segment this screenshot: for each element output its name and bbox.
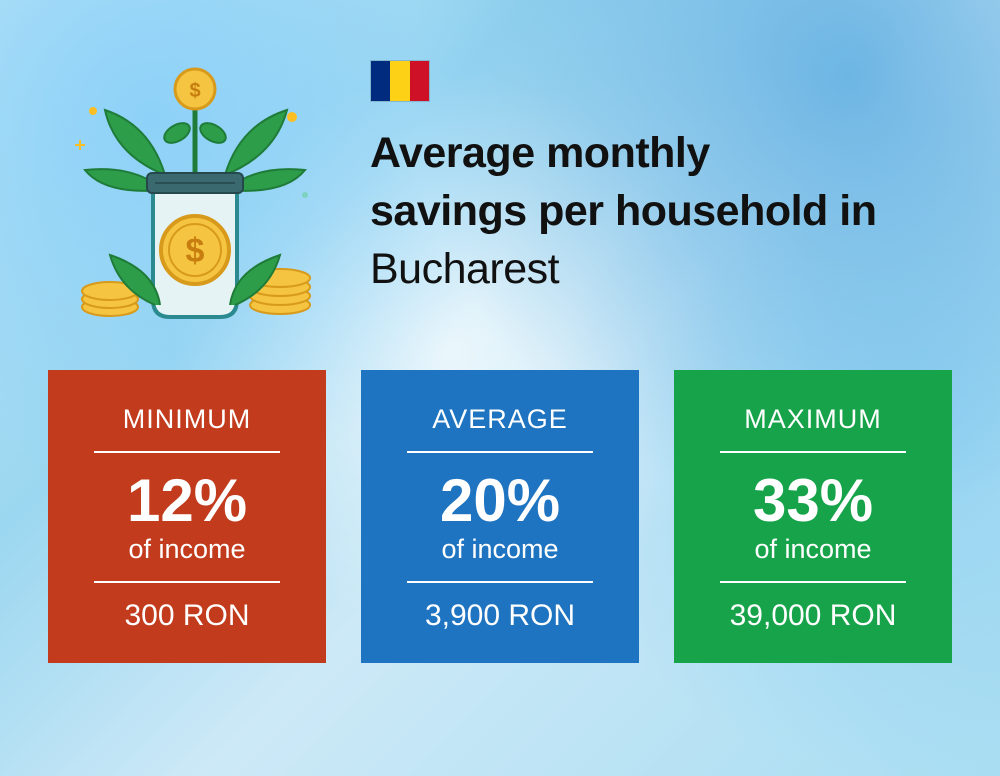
card-amount: 300 RON [72,599,302,633]
jar-svg: $ $ [55,55,335,335]
romania-flag-icon [370,60,430,102]
card-amount: 39,000 RON [698,599,928,633]
card-subtext: of income [72,534,302,565]
stat-card-minimum: MINIMUM 12% of income 300 RON [48,370,326,663]
divider [720,451,906,453]
flag-stripe-red [410,61,429,101]
card-percent: 33% [698,469,928,532]
savings-jar-illustration: $ $ [55,55,335,335]
header-region: $ $ Average monthly savings per hous [0,0,1000,335]
divider [407,581,593,583]
card-percent: 12% [72,469,302,532]
stat-card-maximum: MAXIMUM 33% of income 39,000 RON [674,370,952,663]
stat-card-average: AVERAGE 20% of income 3,900 RON [361,370,639,663]
card-subtext: of income [385,534,615,565]
card-label: MAXIMUM [698,404,928,435]
divider [407,451,593,453]
card-amount: 3,900 RON [385,599,615,633]
title-block: Average monthly savings per household in… [370,55,950,335]
stat-cards-row: MINIMUM 12% of income 300 RON AVERAGE 20… [0,335,1000,663]
flag-stripe-yellow [390,61,409,101]
card-label: AVERAGE [385,404,615,435]
title-city: Bucharest [370,245,559,293]
title-line-1: Average monthly [370,129,710,177]
flag-stripe-blue [371,61,390,101]
divider [94,581,280,583]
card-percent: 20% [385,469,615,532]
card-subtext: of income [698,534,928,565]
page-title: Average monthly savings per household in… [370,124,950,298]
svg-text:$: $ [189,80,200,102]
divider [720,581,906,583]
divider [94,451,280,453]
title-line-2: savings per household in [370,187,876,235]
svg-text:$: $ [186,232,205,270]
card-label: MINIMUM [72,404,302,435]
